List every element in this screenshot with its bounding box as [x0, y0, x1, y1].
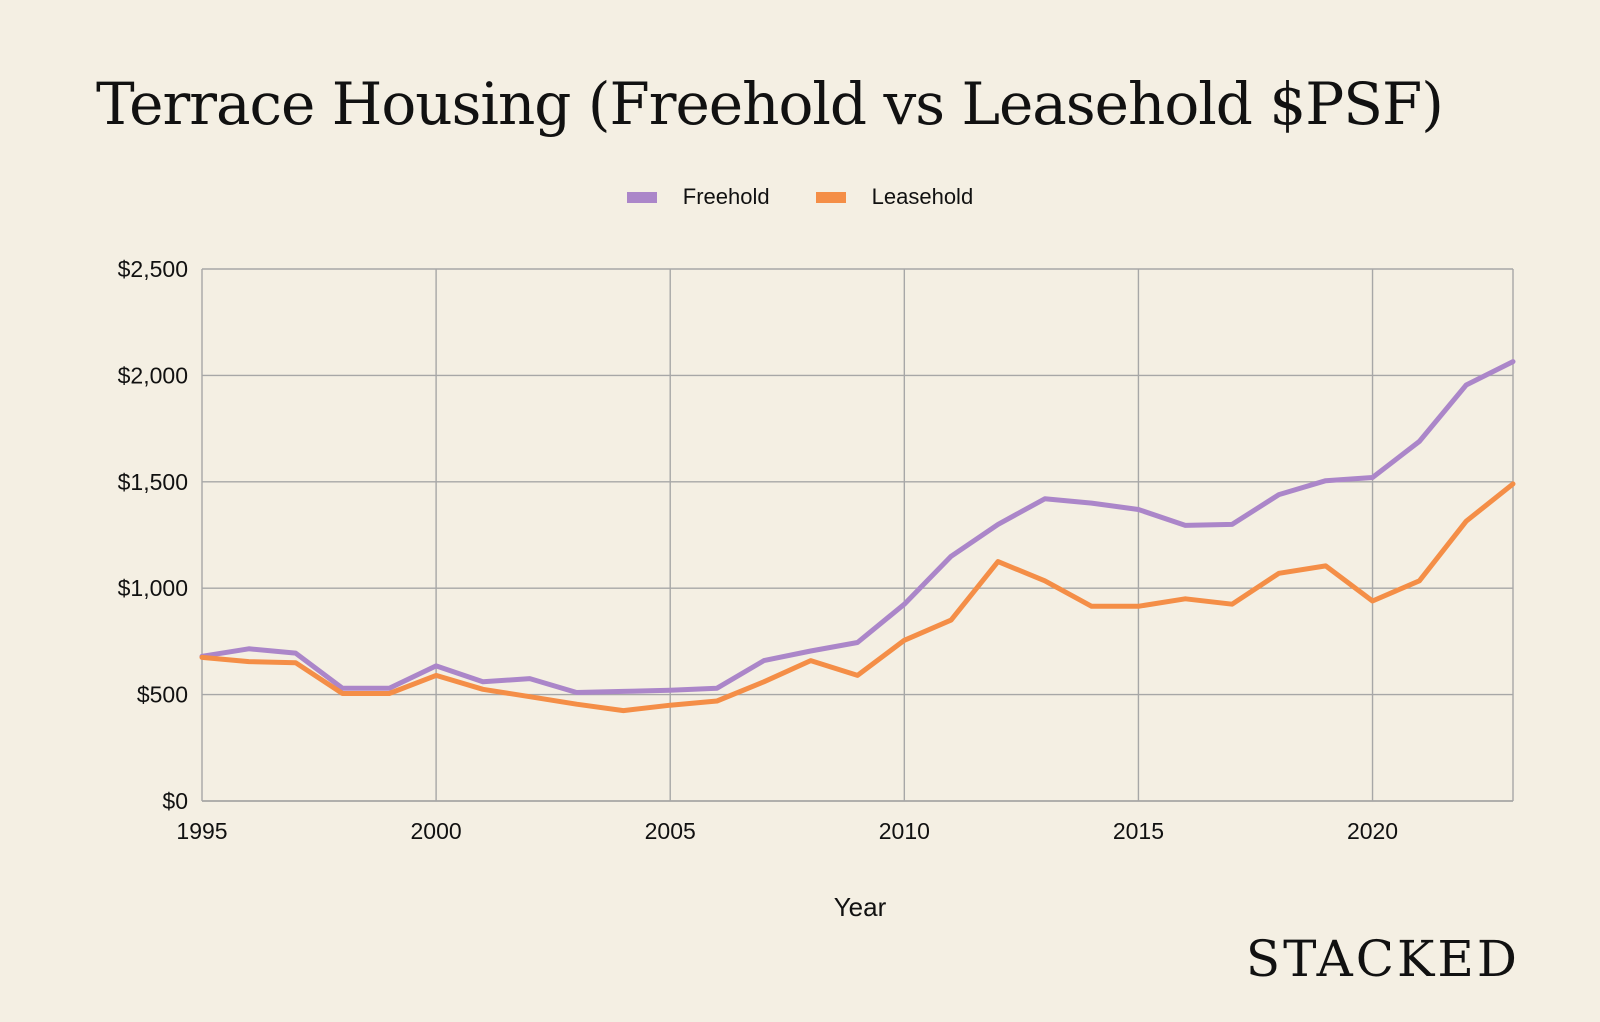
legend-label-leasehold: Leasehold [871, 184, 974, 209]
legend-swatch-freehold [626, 191, 657, 203]
y-tick-label: $1,000 [118, 575, 188, 601]
x-tick-label: 1995 [176, 818, 227, 844]
x-tick-label: 2020 [1347, 818, 1398, 844]
legend-item-freehold: Freehold [626, 184, 770, 210]
chart-legend: Freehold Leasehold [0, 184, 1600, 210]
y-tick-label: $1,500 [118, 469, 188, 495]
y-tick-label: $0 [162, 788, 188, 814]
y-tick-label: $2,000 [118, 362, 188, 388]
legend-swatch-leasehold [815, 191, 846, 203]
y-tick-label: $2,500 [118, 256, 188, 282]
x-tick-label: 2005 [645, 818, 696, 844]
series-line-freehold [199, 359, 1516, 695]
chart-title: Terrace Housing (Freehold vs Leasehold $… [96, 70, 1444, 138]
legend-item-leasehold: Leasehold [815, 184, 974, 210]
x-tick-label: 2000 [411, 818, 462, 844]
x-tick-label: 2010 [879, 818, 930, 844]
y-tick-label: $500 [137, 682, 188, 708]
brand-logo: STACKED [1245, 930, 1520, 988]
legend-label-freehold: Freehold [682, 184, 770, 209]
x-tick-label: 2015 [1113, 818, 1164, 844]
series-line-leasehold [199, 481, 1516, 714]
x-axis-title: Year [833, 892, 887, 922]
